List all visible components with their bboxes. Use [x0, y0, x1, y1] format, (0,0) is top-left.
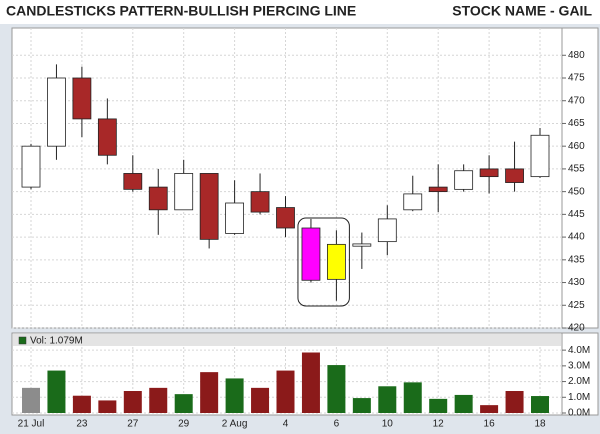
volume-bar [149, 387, 168, 413]
x-tick-label: 27 [127, 419, 139, 430]
candle-body [47, 77, 66, 147]
candle-body [250, 191, 270, 213]
candle-body [199, 173, 219, 240]
y-tick-label: 455 [568, 164, 585, 175]
x-tick-label: 29 [178, 419, 190, 430]
y-tick-label: 0.0M [568, 408, 590, 419]
volume-bar [378, 386, 397, 413]
candle-body [174, 173, 194, 211]
y-tick-label: 420 [568, 323, 585, 334]
candle-body [326, 243, 346, 280]
x-tick-label: 10 [382, 419, 394, 430]
volume-bar [505, 391, 524, 413]
volume-bar [429, 398, 448, 413]
x-tick-label: 2 Aug [222, 419, 248, 430]
volume-bar [225, 378, 244, 413]
y-tick-label: 435 [568, 254, 585, 265]
price-panel [11, 27, 563, 329]
volume-bar [72, 395, 91, 413]
y-tick-label: 465 [568, 118, 585, 129]
candle-body [352, 243, 372, 247]
volume-bar [47, 370, 66, 413]
x-tick-label: 12 [433, 419, 445, 430]
y-tick-label: 450 [568, 186, 585, 197]
plot-layer: 21 Jul 23 27 29 2 Aug 4 6 10 12 16 18 420 425 430 435 4… [12, 28, 590, 430]
x-tick-label: 21 Jul [18, 419, 45, 430]
legend-label: Vol: 1.079M [30, 336, 83, 347]
candle-body [97, 118, 117, 156]
candle-body [530, 134, 550, 178]
y-tick-label: 460 [568, 141, 585, 152]
y-tick-label: 1.0M [568, 392, 590, 403]
x-tick-label: 6 [334, 419, 340, 430]
y-tick-label: 3.0M [568, 360, 590, 371]
y-tick-label: 4.0M [568, 345, 590, 356]
x-tick-label: 23 [76, 419, 88, 430]
y-tick-label: 430 [568, 277, 585, 288]
volume-bar [123, 391, 142, 413]
candle-body [428, 186, 448, 193]
stock-name: STOCK NAME - GAIL [452, 3, 592, 19]
volume-bar [276, 370, 295, 413]
volume-bar [98, 400, 117, 413]
y-tick-label: 440 [568, 232, 585, 243]
candle-body [123, 173, 143, 190]
candle-body [479, 168, 499, 178]
title-bar [0, 0, 600, 24]
candle-body [505, 168, 524, 183]
y-tick-label: 445 [568, 209, 585, 220]
volume-bar [403, 382, 422, 413]
y-tick-label: 480 [568, 50, 585, 61]
candle-body [148, 186, 168, 211]
chart-title: CANDLESTICKS PATTERN-BULLISH PIERCING LI… [6, 3, 356, 19]
y-tick-label: 2.0M [568, 376, 590, 387]
volume-bar [251, 387, 270, 413]
volume-axis-panel [561, 332, 599, 416]
legend-swatch [18, 336, 27, 345]
x-tick-label: 4 [283, 419, 289, 430]
pattern-highlight [297, 217, 350, 307]
volume-header [13, 334, 561, 346]
y-tick-label: 425 [568, 300, 585, 311]
candle-body [21, 145, 41, 188]
volume-bar [200, 372, 219, 413]
candle-body [72, 77, 92, 120]
y-tick-label: 475 [568, 73, 585, 84]
candle-body [377, 218, 397, 243]
volume-bar [22, 387, 40, 413]
candle-body [454, 170, 474, 190]
candle-body [301, 227, 321, 281]
volume-bar [327, 365, 346, 413]
candle-body [403, 193, 423, 211]
volume-bar [174, 394, 193, 413]
candle-body [225, 202, 245, 234]
x-tick-label: 16 [484, 419, 496, 430]
price-axis-panel [561, 27, 599, 329]
volume-bar [531, 396, 549, 413]
y-tick-label: 470 [568, 95, 585, 106]
candle-body [276, 207, 295, 229]
x-tick-label: 18 [534, 419, 546, 430]
volume-bar [454, 394, 473, 413]
volume-bar [480, 405, 499, 413]
volume-bar [301, 352, 320, 413]
volume-bar [352, 398, 371, 413]
